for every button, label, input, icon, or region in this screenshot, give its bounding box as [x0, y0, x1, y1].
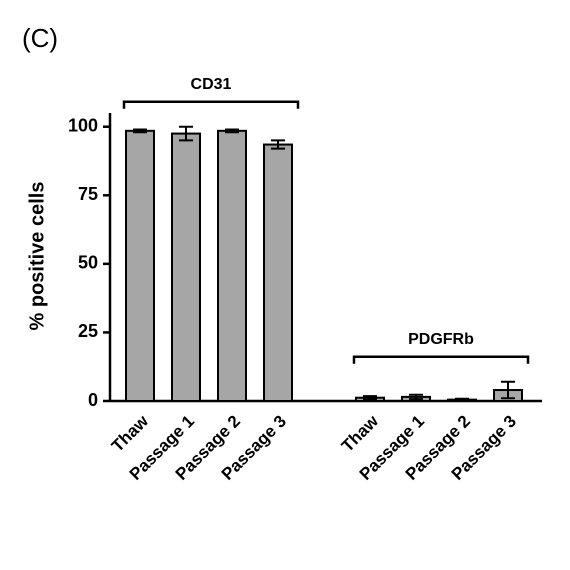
bar: [217, 129, 247, 402]
group-bracket: [352, 355, 530, 364]
y-tick-label: 25: [78, 321, 98, 341]
error-bar: [179, 125, 193, 142]
y-axis-label: % positive cells: [26, 182, 48, 331]
error-bar: [363, 395, 377, 401]
group-bracket: [122, 100, 300, 109]
error-bar: [271, 139, 285, 150]
bar: [263, 143, 293, 403]
y-tick-label: 50: [78, 253, 98, 273]
y-tick-label: 75: [78, 184, 98, 204]
group-label: CD31: [191, 76, 232, 93]
y-tick-label: 100: [68, 115, 98, 135]
group-label: PDGFRb: [408, 331, 474, 348]
error-bar: [455, 397, 469, 402]
error-bar: [225, 128, 239, 134]
panel-label: (C): [22, 23, 58, 53]
bar: [171, 132, 201, 402]
error-bar: [501, 380, 515, 400]
error-bar: [133, 128, 147, 134]
bar: [125, 129, 155, 402]
error-bar: [409, 393, 423, 401]
y-tick-label: 0: [88, 390, 98, 410]
